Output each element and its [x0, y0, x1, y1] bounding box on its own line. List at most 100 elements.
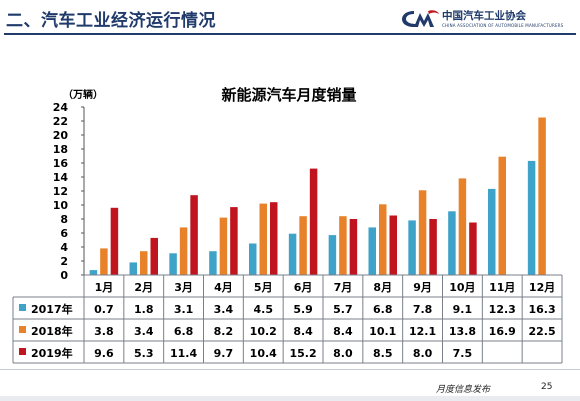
data-label: 8.2 [214, 325, 234, 338]
data-label: 9.1 [453, 303, 473, 316]
bar [458, 178, 467, 275]
x-tick-label: 7月 [334, 281, 353, 294]
bar [89, 270, 98, 275]
caam-logo-icon [402, 10, 439, 27]
bar [408, 220, 416, 275]
y-axis-label: （万辆） [63, 88, 103, 101]
bar [488, 188, 496, 275]
legend-label: 2019年 [31, 346, 73, 360]
data-label: 1.8 [134, 303, 154, 316]
x-tick-label: 2月 [134, 281, 153, 294]
bar [418, 190, 427, 275]
title-rule [4, 33, 576, 35]
data-label: 0.7 [94, 303, 114, 316]
y-tick-label: 12 [53, 185, 68, 198]
data-label: 13.8 [449, 325, 476, 338]
y-tick-label: 22 [53, 115, 68, 128]
data-label: 5.3 [134, 347, 154, 360]
data-label: 16.3 [529, 303, 556, 316]
legend-swatch [19, 326, 26, 333]
x-tick-label: 11月 [489, 281, 515, 294]
data-label: 6.8 [174, 325, 194, 338]
x-tick-label: 3月 [174, 281, 193, 294]
logo-text: 中国汽车工业协会 [442, 10, 526, 22]
bar [219, 217, 228, 275]
data-label: 16.9 [489, 325, 516, 338]
bar [190, 195, 198, 275]
data-label: 8.4 [293, 325, 313, 338]
footer-rule [0, 369, 580, 370]
y-tick-label: 24 [53, 101, 69, 114]
data-label: 5.7 [333, 303, 353, 316]
x-tick-label: 6月 [294, 281, 313, 294]
y-tick-label: 8 [60, 213, 68, 226]
y-tick-label: 4 [60, 241, 68, 254]
y-tick-label: 10 [53, 199, 69, 212]
bar [150, 237, 158, 275]
x-tick-label: 1月 [95, 281, 114, 294]
bar [209, 251, 217, 275]
bar [140, 251, 148, 275]
data-label: 8.0 [413, 347, 433, 360]
y-tick-label: 18 [53, 143, 68, 156]
data-label: 12.1 [409, 325, 436, 338]
data-label: 22.5 [529, 325, 556, 338]
chart-title: 新能源汽车月度销量 [221, 86, 356, 104]
data-label: 3.1 [174, 303, 194, 316]
data-label: 10.1 [369, 325, 396, 338]
x-tick-label: 12月 [529, 281, 555, 294]
data-label: 5.9 [293, 303, 313, 316]
x-tick-label: 4月 [214, 281, 233, 294]
legend-label: 2018年 [31, 324, 73, 338]
association-logo: 中国汽车工业协会 CHINA ASSOCIATION OF AUTOMOBILE… [400, 8, 576, 32]
data-label: 8.5 [373, 347, 393, 360]
bar [328, 235, 337, 275]
data-label: 12.3 [489, 303, 516, 316]
y-tick-label: 6 [60, 227, 68, 240]
bar [389, 215, 397, 275]
footer-label: 月度信息发布 [436, 385, 491, 395]
y-tick-label: 14 [53, 171, 69, 184]
bar [270, 202, 278, 275]
bar [498, 156, 506, 275]
data-label: 10.2 [250, 325, 277, 338]
data-label: 7.8 [413, 303, 433, 316]
bar [129, 262, 137, 275]
bar [259, 203, 267, 275]
bar [288, 233, 297, 275]
x-tick-label: 8月 [373, 281, 392, 294]
data-label: 3.4 [134, 325, 154, 338]
bar [469, 222, 477, 275]
legend-swatch [19, 348, 26, 355]
y-tick-label: 16 [53, 157, 69, 170]
data-table: 1月 2月 3月 4月 5月 6月 7月 8月 9月 10月 11月 12月 2017年 0.7 1.8 3.… [12, 274, 563, 364]
bar [230, 207, 238, 275]
data-label: 8.0 [333, 347, 353, 360]
logo-subtext: CHINA ASSOCIATION OF AUTOMOBILE MANUFACT… [442, 23, 564, 28]
legend-label: 2017年 [31, 302, 73, 316]
legend-swatch [19, 304, 26, 311]
bar [299, 216, 307, 275]
bar [527, 160, 536, 275]
y-tick-label: 2 [60, 255, 68, 268]
bars-group [89, 117, 546, 275]
data-label: 9.6 [94, 347, 114, 360]
bar [100, 248, 108, 275]
x-tick-label: 5月 [254, 281, 273, 294]
page-number: 25 [541, 382, 553, 392]
data-label: 11.4 [170, 347, 197, 360]
data-label: 6.8 [373, 303, 393, 316]
data-label: 15.2 [290, 347, 317, 360]
bar [429, 219, 437, 275]
x-tick-label: 10月 [449, 281, 475, 294]
bar [309, 168, 318, 275]
bar [379, 204, 387, 275]
bar [110, 207, 119, 275]
bar [249, 243, 257, 275]
data-label: 3.4 [214, 303, 234, 316]
bar [169, 253, 177, 275]
slide-title: 二、汽车工业经济运行情况 [6, 11, 216, 31]
bar [538, 117, 546, 275]
data-label: 3.8 [94, 325, 114, 338]
